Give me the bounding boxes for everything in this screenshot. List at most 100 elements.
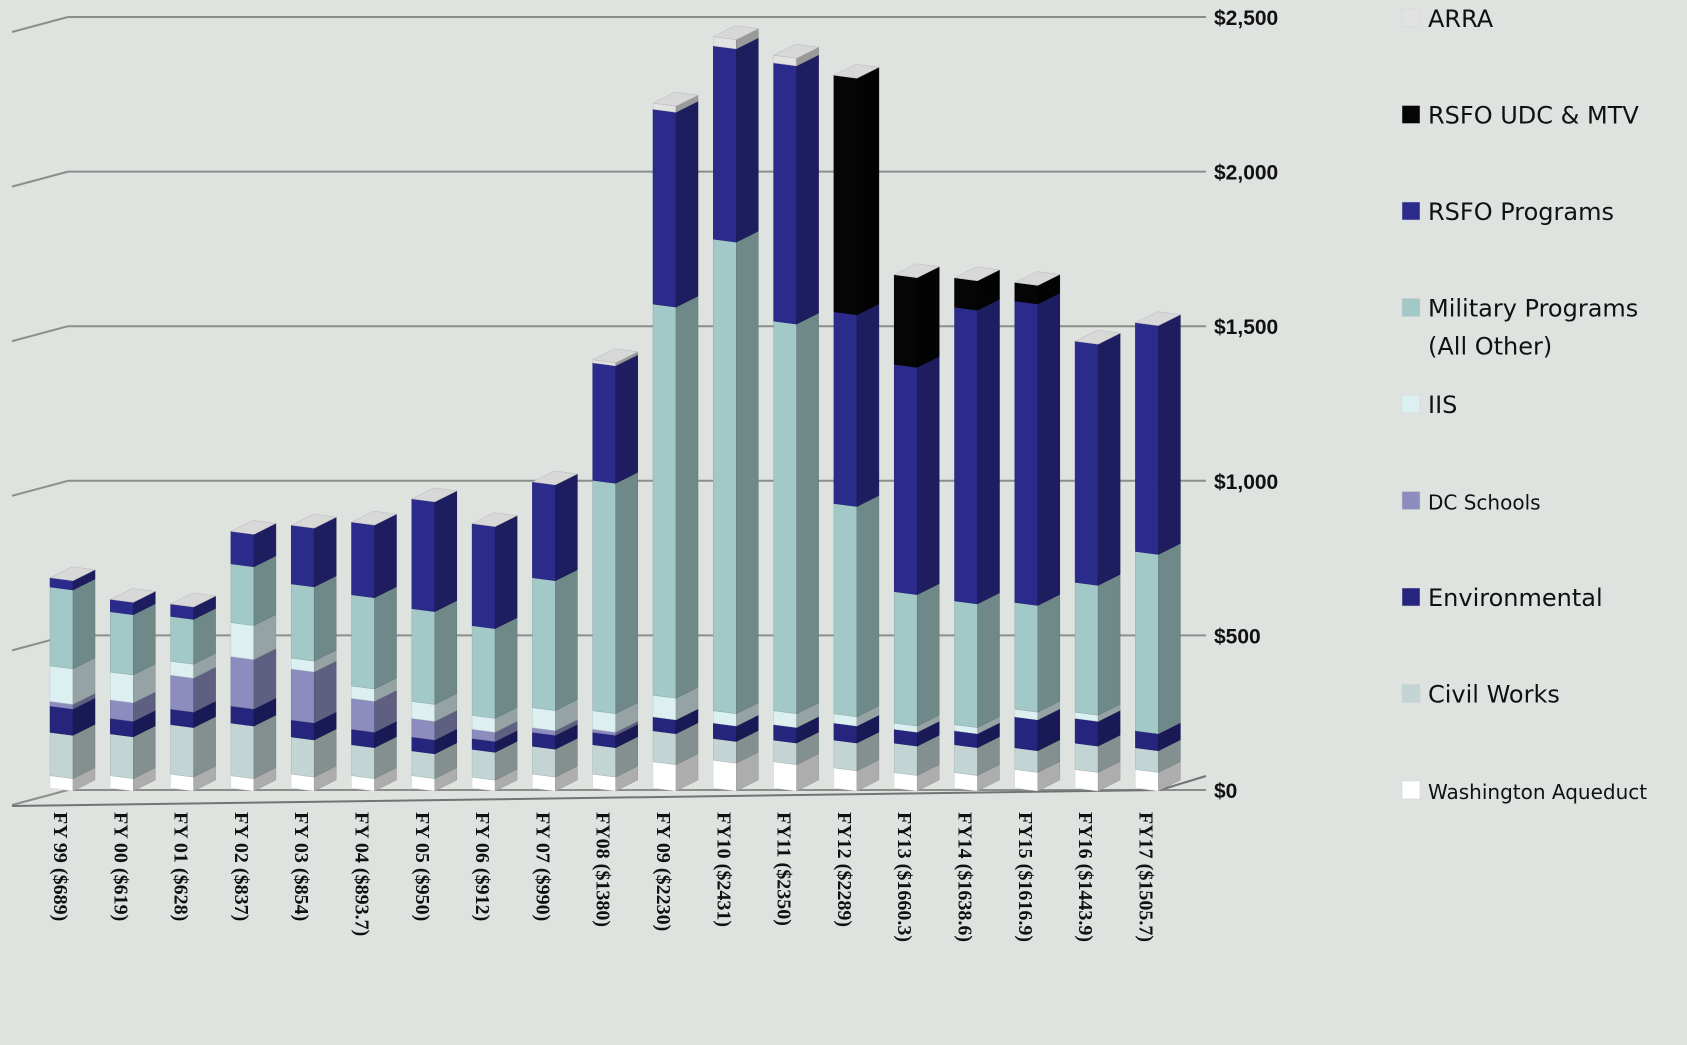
bar-top [893,263,941,278]
x-tick-label: FY15 ($1616.9) [1014,812,1036,942]
bar-front [230,656,255,710]
bar-segment [411,600,458,705]
bar-side [1158,543,1181,735]
bar-front [170,616,194,665]
bar-side [374,513,397,599]
x-tick-label: FY10 ($2431) [712,812,734,927]
bar-front [110,699,134,722]
bar-segment [230,697,277,727]
bar-front [954,744,978,776]
bar-front [833,767,858,792]
bar-top [49,566,96,582]
bar-segment [230,555,277,626]
legend-item: ARRA [1401,5,1494,33]
bar-8 [531,470,579,792]
bar-segment [351,689,397,733]
bar-front [713,759,737,792]
bar-front [49,732,74,779]
bar-segment [411,767,458,792]
bar-top [953,266,1001,282]
bar-segment [773,54,819,325]
bar-segment [954,716,1000,735]
legend: ARRA RSFO UDC & MTV RSFO Programs Military … [1401,5,1647,804]
bar-side [1097,332,1121,586]
gridline-wall [11,479,69,497]
bar-front [411,701,436,722]
bar-front [230,531,255,568]
bar-front [290,736,315,778]
bar-front [773,739,797,766]
bar-front [1014,300,1039,606]
legend-item: Military Programs (All Other) [1401,295,1638,361]
bar-front [652,761,677,792]
bar-segment [713,37,759,243]
bar-front [1014,602,1039,713]
bar-front [954,306,978,605]
bar-front [1014,769,1039,792]
bar-7 [471,512,518,792]
legend-item: Civil Works [1401,681,1560,709]
bar-segment [954,269,1000,311]
bar-segment [893,266,940,368]
bar-front [893,591,918,727]
x-tick-label: FY 01 ($628) [170,812,192,921]
bar-top [1074,329,1121,345]
bar-front [954,600,978,728]
bar-segment [230,522,277,568]
bar-front [49,705,74,736]
x-tick-label: FY08 ($1380) [592,812,614,927]
bar-side [977,298,1000,605]
bar-front [1135,769,1159,792]
bar-segment [471,768,518,792]
legend-label: ARRA [1428,5,1494,33]
bar-front [471,523,496,629]
x-tick-label: FY12 ($2289) [833,812,855,927]
bar-3 [230,520,277,792]
bar-side [916,355,940,596]
x-tick-label: FY14 ($1638.6) [954,812,976,942]
bar-segment [170,716,216,778]
bar-segment [1074,332,1121,586]
bar-top [350,510,398,526]
bar-segment [411,742,458,780]
legend-label: DC Schools [1428,491,1541,515]
bar-front [110,733,134,779]
bar-front [290,719,315,741]
bar-segment [833,731,880,772]
bar-front [652,694,677,721]
x-tick-label: FY 99 ($689) [49,812,71,921]
bar-segment [893,734,940,776]
bar-segment [230,714,277,780]
bar-front [1135,747,1159,773]
bar-segment [833,303,880,507]
bar-front [652,303,677,699]
bar-segment [290,575,337,662]
bar-top [652,91,699,107]
legend-label: Civil Works [1428,681,1560,709]
bar-top [712,25,760,40]
bar-top [591,348,639,364]
bar-segment [532,473,578,582]
legend-label: RSFO UDC & MTV [1428,102,1639,130]
bar-side [494,617,518,719]
bar-side [1158,314,1181,555]
bar-front [1074,742,1099,773]
bar-front [471,749,496,781]
x-tick-label: FY 07 ($990) [531,812,553,921]
bar-segment [351,736,397,780]
bar-front [773,320,797,714]
bar-front [351,594,375,690]
bar-segment [471,515,518,630]
bar-front [49,665,74,705]
bar-segment [893,764,940,792]
bar-segment [652,708,699,735]
bar-top [290,513,338,529]
bar-segment [1074,573,1121,716]
bar-segment [1135,314,1181,555]
legend-label: Washington Aqueduct [1428,780,1647,804]
bar-segment [110,663,156,704]
bar-side [736,37,759,243]
bar-front [833,739,858,772]
bar-17 [1074,329,1121,792]
bar-segment [471,740,518,781]
